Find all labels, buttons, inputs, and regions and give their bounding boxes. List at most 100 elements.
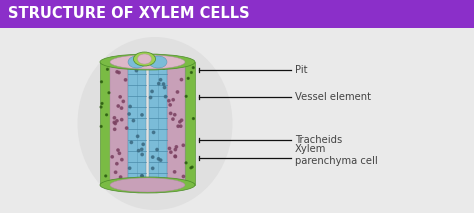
Ellipse shape bbox=[100, 54, 195, 70]
Circle shape bbox=[141, 175, 144, 177]
Circle shape bbox=[117, 105, 119, 107]
Ellipse shape bbox=[134, 52, 155, 66]
Circle shape bbox=[137, 135, 139, 138]
Circle shape bbox=[149, 96, 152, 99]
Circle shape bbox=[174, 155, 177, 158]
Polygon shape bbox=[290, 0, 474, 28]
Circle shape bbox=[117, 149, 119, 151]
Bar bbox=[128, 62, 146, 185]
Circle shape bbox=[181, 119, 183, 121]
Circle shape bbox=[114, 122, 117, 125]
Circle shape bbox=[187, 78, 189, 79]
Text: Vessel element: Vessel element bbox=[295, 92, 371, 102]
Text: Xylem
parenchyma cell: Xylem parenchyma cell bbox=[295, 144, 378, 166]
Circle shape bbox=[168, 147, 171, 150]
Circle shape bbox=[141, 148, 143, 151]
Circle shape bbox=[152, 167, 154, 170]
Circle shape bbox=[128, 113, 130, 115]
Circle shape bbox=[179, 121, 181, 123]
Circle shape bbox=[180, 78, 182, 81]
Circle shape bbox=[118, 71, 120, 74]
Circle shape bbox=[185, 95, 187, 97]
FancyBboxPatch shape bbox=[0, 0, 474, 28]
Circle shape bbox=[163, 67, 165, 69]
Circle shape bbox=[172, 118, 174, 120]
Circle shape bbox=[124, 79, 127, 81]
Circle shape bbox=[162, 83, 165, 85]
Circle shape bbox=[164, 86, 166, 89]
Circle shape bbox=[168, 99, 170, 102]
Ellipse shape bbox=[137, 54, 152, 64]
Text: Tracheids: Tracheids bbox=[295, 135, 342, 145]
Circle shape bbox=[130, 141, 133, 144]
Ellipse shape bbox=[78, 37, 233, 210]
Circle shape bbox=[174, 155, 176, 157]
Circle shape bbox=[113, 128, 116, 131]
Circle shape bbox=[190, 167, 192, 169]
Circle shape bbox=[137, 150, 140, 152]
Circle shape bbox=[108, 92, 110, 94]
Circle shape bbox=[121, 158, 123, 161]
Circle shape bbox=[152, 156, 154, 158]
Circle shape bbox=[175, 146, 178, 148]
Circle shape bbox=[159, 159, 162, 161]
Circle shape bbox=[126, 127, 128, 129]
Circle shape bbox=[141, 175, 143, 177]
Circle shape bbox=[120, 107, 123, 109]
Circle shape bbox=[157, 82, 160, 85]
Bar bbox=[149, 62, 167, 185]
Circle shape bbox=[180, 125, 182, 127]
Circle shape bbox=[100, 106, 102, 108]
Circle shape bbox=[164, 95, 167, 98]
Ellipse shape bbox=[110, 178, 185, 192]
Circle shape bbox=[172, 99, 174, 101]
Circle shape bbox=[135, 69, 137, 72]
Circle shape bbox=[120, 118, 123, 121]
Circle shape bbox=[192, 67, 194, 69]
Circle shape bbox=[125, 66, 127, 68]
Circle shape bbox=[192, 118, 194, 119]
Ellipse shape bbox=[128, 56, 146, 68]
Circle shape bbox=[106, 114, 108, 116]
Ellipse shape bbox=[149, 56, 167, 68]
Circle shape bbox=[132, 119, 135, 122]
Circle shape bbox=[174, 148, 176, 151]
Circle shape bbox=[128, 167, 131, 169]
Circle shape bbox=[122, 100, 125, 103]
Circle shape bbox=[176, 91, 179, 93]
Circle shape bbox=[170, 151, 172, 153]
Circle shape bbox=[159, 79, 162, 81]
Circle shape bbox=[129, 105, 131, 108]
Circle shape bbox=[152, 131, 155, 134]
Circle shape bbox=[191, 72, 192, 73]
Circle shape bbox=[111, 156, 113, 158]
Bar bbox=[167, 62, 185, 185]
Circle shape bbox=[182, 175, 185, 178]
Text: Pit: Pit bbox=[295, 65, 308, 75]
Circle shape bbox=[182, 144, 184, 147]
Text: STRUCTURE OF XYLEM CELLS: STRUCTURE OF XYLEM CELLS bbox=[8, 7, 250, 22]
Circle shape bbox=[119, 96, 121, 98]
Bar bbox=[100, 62, 110, 185]
Circle shape bbox=[169, 112, 172, 115]
Bar bbox=[185, 62, 195, 185]
Circle shape bbox=[156, 148, 158, 151]
Circle shape bbox=[173, 171, 176, 173]
Circle shape bbox=[101, 102, 103, 104]
Circle shape bbox=[191, 166, 193, 168]
Circle shape bbox=[113, 121, 116, 124]
Circle shape bbox=[157, 158, 160, 160]
Circle shape bbox=[185, 162, 187, 164]
Circle shape bbox=[119, 176, 122, 178]
Circle shape bbox=[141, 153, 143, 156]
Circle shape bbox=[114, 171, 117, 173]
Ellipse shape bbox=[110, 55, 185, 69]
Circle shape bbox=[173, 114, 176, 116]
Circle shape bbox=[151, 90, 153, 93]
Bar bbox=[110, 62, 128, 185]
Circle shape bbox=[142, 143, 145, 145]
Circle shape bbox=[116, 120, 118, 122]
Circle shape bbox=[116, 163, 118, 165]
Circle shape bbox=[169, 104, 172, 106]
Circle shape bbox=[173, 63, 176, 65]
